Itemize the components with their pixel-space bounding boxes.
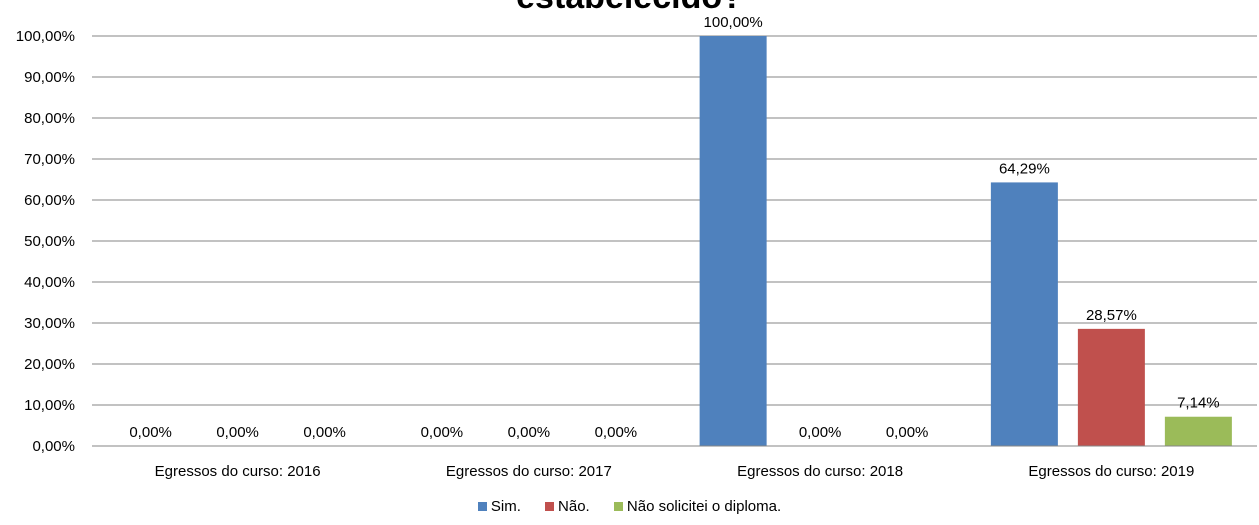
x-tick-label: Egressos do curso: 2018 xyxy=(737,463,903,480)
legend-item-nao-solicitei: Não solicitei o diploma. xyxy=(613,498,782,515)
data-label: 0,00% xyxy=(216,424,259,441)
data-label: 0,00% xyxy=(886,424,929,441)
data-label: 64,29% xyxy=(999,160,1050,177)
bar xyxy=(990,182,1058,446)
data-label: 7,14% xyxy=(1177,395,1220,412)
data-label: 0,00% xyxy=(508,424,551,441)
data-label: 0,00% xyxy=(303,424,346,441)
data-label: 28,57% xyxy=(1086,307,1137,324)
y-tick-label: 40,00% xyxy=(24,274,75,291)
y-tick-label: 60,00% xyxy=(24,192,75,209)
y-tick-label: 20,00% xyxy=(24,356,75,373)
y-tick-label: 30,00% xyxy=(24,315,75,332)
bar xyxy=(1077,328,1145,446)
data-label: 0,00% xyxy=(595,424,638,441)
x-tick-label: Egressos do curso: 2017 xyxy=(446,463,612,480)
legend: Sim. Não. Não solicitei o diploma. xyxy=(0,498,1259,515)
legend-label-sim: Sim. xyxy=(490,498,521,515)
data-label: 0,00% xyxy=(129,424,172,441)
y-tick-label: 70,00% xyxy=(24,151,75,168)
legend-swatch-nao xyxy=(545,502,555,511)
chart-title: estabelecido? xyxy=(0,0,1259,17)
data-label: 100,00% xyxy=(704,14,763,31)
x-tick-label: Egressos do curso: 2016 xyxy=(155,463,321,480)
legend-swatch-nao-solicitei xyxy=(613,502,623,511)
data-label: 0,00% xyxy=(421,424,464,441)
y-tick-label: 100,00% xyxy=(16,28,75,45)
legend-label-nao-solicitei: Não solicitei o diploma. xyxy=(626,498,782,515)
y-tick-label: 10,00% xyxy=(24,397,75,414)
x-tick-label: Egressos do curso: 2019 xyxy=(1028,463,1194,480)
y-tick-label: 50,00% xyxy=(24,233,75,250)
y-tick-label: 80,00% xyxy=(24,110,75,127)
y-tick-label: 90,00% xyxy=(24,69,75,86)
data-label: 0,00% xyxy=(799,424,842,441)
bar xyxy=(699,36,767,446)
bar xyxy=(1164,416,1232,446)
legend-swatch-sim xyxy=(477,502,487,511)
y-tick-label: 0,00% xyxy=(32,438,75,455)
legend-item-sim: Sim. xyxy=(477,498,521,515)
legend-item-nao: Não. xyxy=(545,498,590,515)
legend-label-nao: Não. xyxy=(558,498,590,515)
